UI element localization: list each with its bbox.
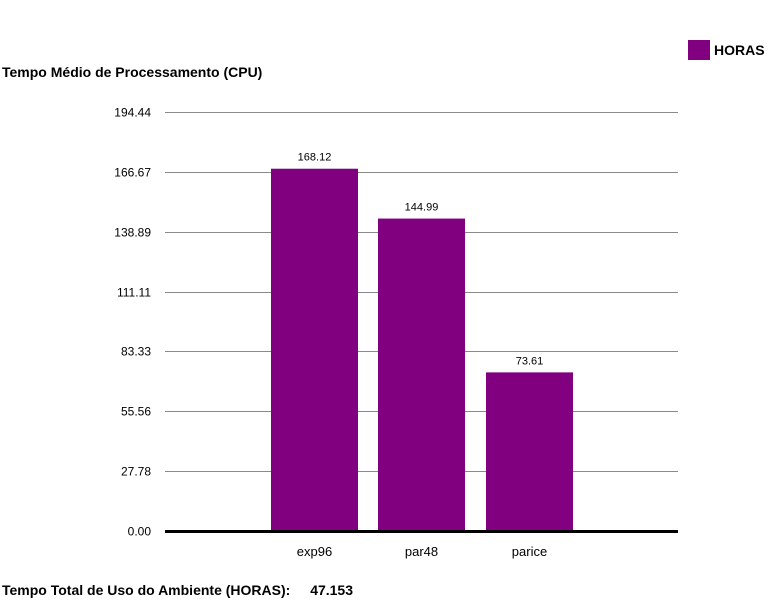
footer-label: Tempo Total de Uso do Ambiente (HORAS): <box>2 582 291 598</box>
footer-value: 47.153 <box>310 582 354 598</box>
data-label: 168.12 <box>298 152 332 164</box>
y-tick-label: 83.33 <box>121 345 151 359</box>
y-tick-label: 55.56 <box>121 405 151 419</box>
chart-title: Tempo Médio de Processamento (CPU) <box>2 64 263 80</box>
y-tick-label: 111.11 <box>117 286 151 300</box>
y-tick-label: 0.00 <box>128 525 152 539</box>
y-tick-label: 138.89 <box>114 226 151 240</box>
x-tick-label: par48 <box>405 544 438 559</box>
y-tick-label: 27.78 <box>121 465 151 479</box>
y-tick-label: 166.67 <box>114 166 151 180</box>
bar <box>271 168 358 531</box>
y-tick-label: 194.44 <box>114 106 151 120</box>
footer: Tempo Total de Uso do Ambiente (HORAS): … <box>2 582 353 598</box>
bar <box>486 372 573 531</box>
x-tick-label: exp96 <box>297 544 332 559</box>
legend-swatch <box>688 40 710 60</box>
legend-label: HORAS <box>714 42 765 58</box>
legend: HORAS <box>688 40 765 60</box>
bar <box>378 218 465 531</box>
data-label: 144.99 <box>405 202 439 214</box>
x-tick-label: parice <box>512 544 547 559</box>
data-label: 73.61 <box>516 355 544 367</box>
